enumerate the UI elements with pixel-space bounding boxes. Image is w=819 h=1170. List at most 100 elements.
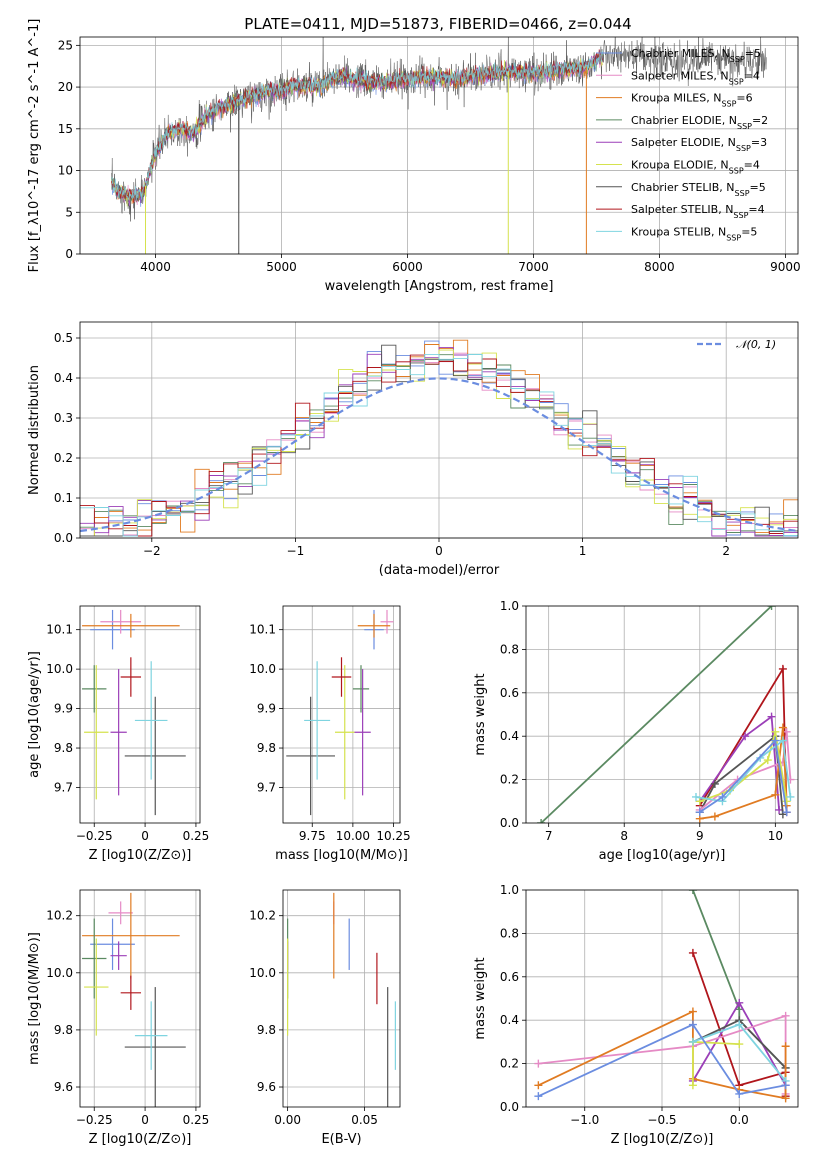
x-tick-label: 8 <box>620 829 628 843</box>
legend-label: 𝒩(0, 1) <box>736 338 776 351</box>
legend-label: Kroupa MILES, NSSP=6 <box>631 92 753 109</box>
y-tick-label: 9.8 <box>257 741 276 755</box>
legend-label: Kroupa ELODIE, NSSP=4 <box>631 159 760 176</box>
x-axis-label: E(B-V) <box>321 1132 361 1147</box>
errorbar-point-8 <box>134 1001 168 1070</box>
x-tick-label: 5000 <box>266 260 297 274</box>
errorbar-point-2 <box>82 613 180 638</box>
errorbar-point-3 <box>82 665 107 713</box>
weight-marker <box>537 819 546 823</box>
plot-area-age_vs_Z <box>82 609 186 816</box>
residual-legend: 𝒩(0, 1) <box>697 338 776 351</box>
x-tick-label: 9.75 <box>299 829 326 843</box>
grid-mass_vs_ebv <box>283 890 400 1107</box>
x-tick-label: 0.25 <box>183 1113 210 1127</box>
x-tick-label: 6000 <box>392 260 423 274</box>
grid-weight_vs_Z <box>526 889 798 1108</box>
weight-marker <box>688 948 697 957</box>
y-tick-label: 0.3 <box>54 411 73 425</box>
y-tick-label: 9.7 <box>54 780 73 794</box>
y-tick-label: 15 <box>58 122 73 136</box>
y-tick-label: 10.1 <box>249 623 276 637</box>
errorbar-point-6 <box>124 696 186 816</box>
weight-series-8 <box>534 1020 790 1101</box>
weight-marker <box>735 1020 744 1029</box>
weight-line <box>540 606 773 823</box>
x-tick-label: −2 <box>143 544 161 558</box>
weight-marker <box>781 1081 790 1090</box>
y-tick-label: 0.6 <box>500 970 519 984</box>
weight-marker <box>771 736 780 745</box>
spectrum-model-8 <box>111 50 604 201</box>
legend-label: Salpeter STELIB, NSSP=4 <box>631 203 765 220</box>
x-tick-label: 2 <box>722 544 730 558</box>
legend-label: Salpeter ELODIE, NSSP=3 <box>631 136 767 153</box>
y-tick-label: 10.0 <box>46 966 73 980</box>
y-ticks-mass_vs_Z: 9.6 9.8 10.0 10.2 <box>46 909 80 1094</box>
errorbar-point-6 <box>286 696 335 816</box>
errorbar-point-7 <box>120 657 142 697</box>
y-axis-label: mass [log10(M/M⊙)] <box>27 932 42 1065</box>
y-tick-label: 0.5 <box>54 331 73 345</box>
x-axis-label: mass [log10(M/M⊙)] <box>275 848 408 863</box>
errorbar-point-2 <box>82 892 180 979</box>
y-tick-label: 0.4 <box>500 1013 519 1027</box>
y-tick-label: 10.2 <box>46 909 73 923</box>
x-axis-label: Z [log10(Z/Z⊙)] <box>89 1132 192 1147</box>
plot-area-residuals <box>80 339 798 537</box>
panel-spectrum: 4000 5000 6000 7000 8000 9000 0 5 10 15 20 25 wavele… <box>27 19 801 294</box>
weight-marker <box>782 797 791 806</box>
x-tick-label: 0 <box>141 829 149 843</box>
errorbar-point-4 <box>110 669 127 796</box>
weight-marker <box>534 1092 543 1101</box>
weight-marker <box>718 792 727 801</box>
weight-line <box>699 715 780 811</box>
y-tick-label: 1.0 <box>500 883 519 897</box>
x-tick-label: 8000 <box>644 260 675 274</box>
y-tick-label: 10.1 <box>46 623 73 637</box>
axes-frame <box>79 889 201 1108</box>
weight-marker <box>710 779 719 788</box>
weight-marker <box>695 797 704 806</box>
y-tick-label: 9.7 <box>257 780 276 794</box>
weight-marker <box>782 808 791 817</box>
legend-label: Chabrier MILES, NSSP=5 <box>631 47 761 64</box>
weight-marker <box>781 1011 790 1020</box>
y-tick-label: 0 <box>65 247 73 261</box>
panel-residuals: −2 −1 0 1 2 0.0 0.1 0.2 0.3 0.4 0.5 (data-model)/er… <box>27 321 799 578</box>
x-ticks-spectrum: 4000 5000 6000 7000 8000 9000 <box>140 254 801 274</box>
x-ticks-weight_vs_age: 7 8 9 10 <box>545 823 783 843</box>
axes-frame <box>79 605 201 824</box>
weight-marker <box>741 732 750 741</box>
errorbar-point-4 <box>110 941 127 970</box>
y-tick-label: 1.0 <box>500 599 519 613</box>
histogram-step-7 <box>80 354 798 537</box>
weight-line <box>538 1023 786 1098</box>
plot-area-mass_vs_ebv <box>287 892 396 1107</box>
weight-series-6 <box>695 727 791 806</box>
grid-age_vs_mass <box>283 606 400 823</box>
y-tick-label: 0.0 <box>500 1100 519 1114</box>
axes-frame <box>282 889 401 1108</box>
y-tick-label: 9.8 <box>54 1023 73 1037</box>
errorbar-point-8 <box>134 661 168 780</box>
errorbar-point-7 <box>331 657 352 697</box>
x-tick-label: −1.0 <box>570 1113 599 1127</box>
y-tick-label: 10.2 <box>249 909 276 923</box>
x-tick-label: −0.25 <box>76 1113 113 1127</box>
x-tick-label: 7000 <box>518 260 549 274</box>
plot-area-spectrum <box>111 37 767 254</box>
y-tick-label: 9.6 <box>54 1080 73 1094</box>
panel-age_vs_mass: 9.75 10.00 10.25 9.7 9.8 9.9 10.0 10.1 mass [log… <box>249 605 411 863</box>
y-tick-label: 0.8 <box>500 926 519 940</box>
y-tick-label: 0.2 <box>500 1057 519 1071</box>
weight-marker <box>778 664 787 673</box>
x-tick-label: 0.05 <box>351 1113 378 1127</box>
y-tick-label: 0.2 <box>54 451 73 465</box>
y-tick-label: 10.0 <box>249 662 276 676</box>
y-ticks-age_vs_mass: 9.7 9.8 9.9 10.0 10.1 <box>249 623 283 794</box>
weight-marker <box>688 1007 697 1016</box>
y-axis-label: Normed distribution <box>27 365 42 495</box>
x-tick-label: −0.5 <box>647 1113 676 1127</box>
x-axis-label: Z [log10(Z/Z⊙)] <box>611 1132 714 1147</box>
